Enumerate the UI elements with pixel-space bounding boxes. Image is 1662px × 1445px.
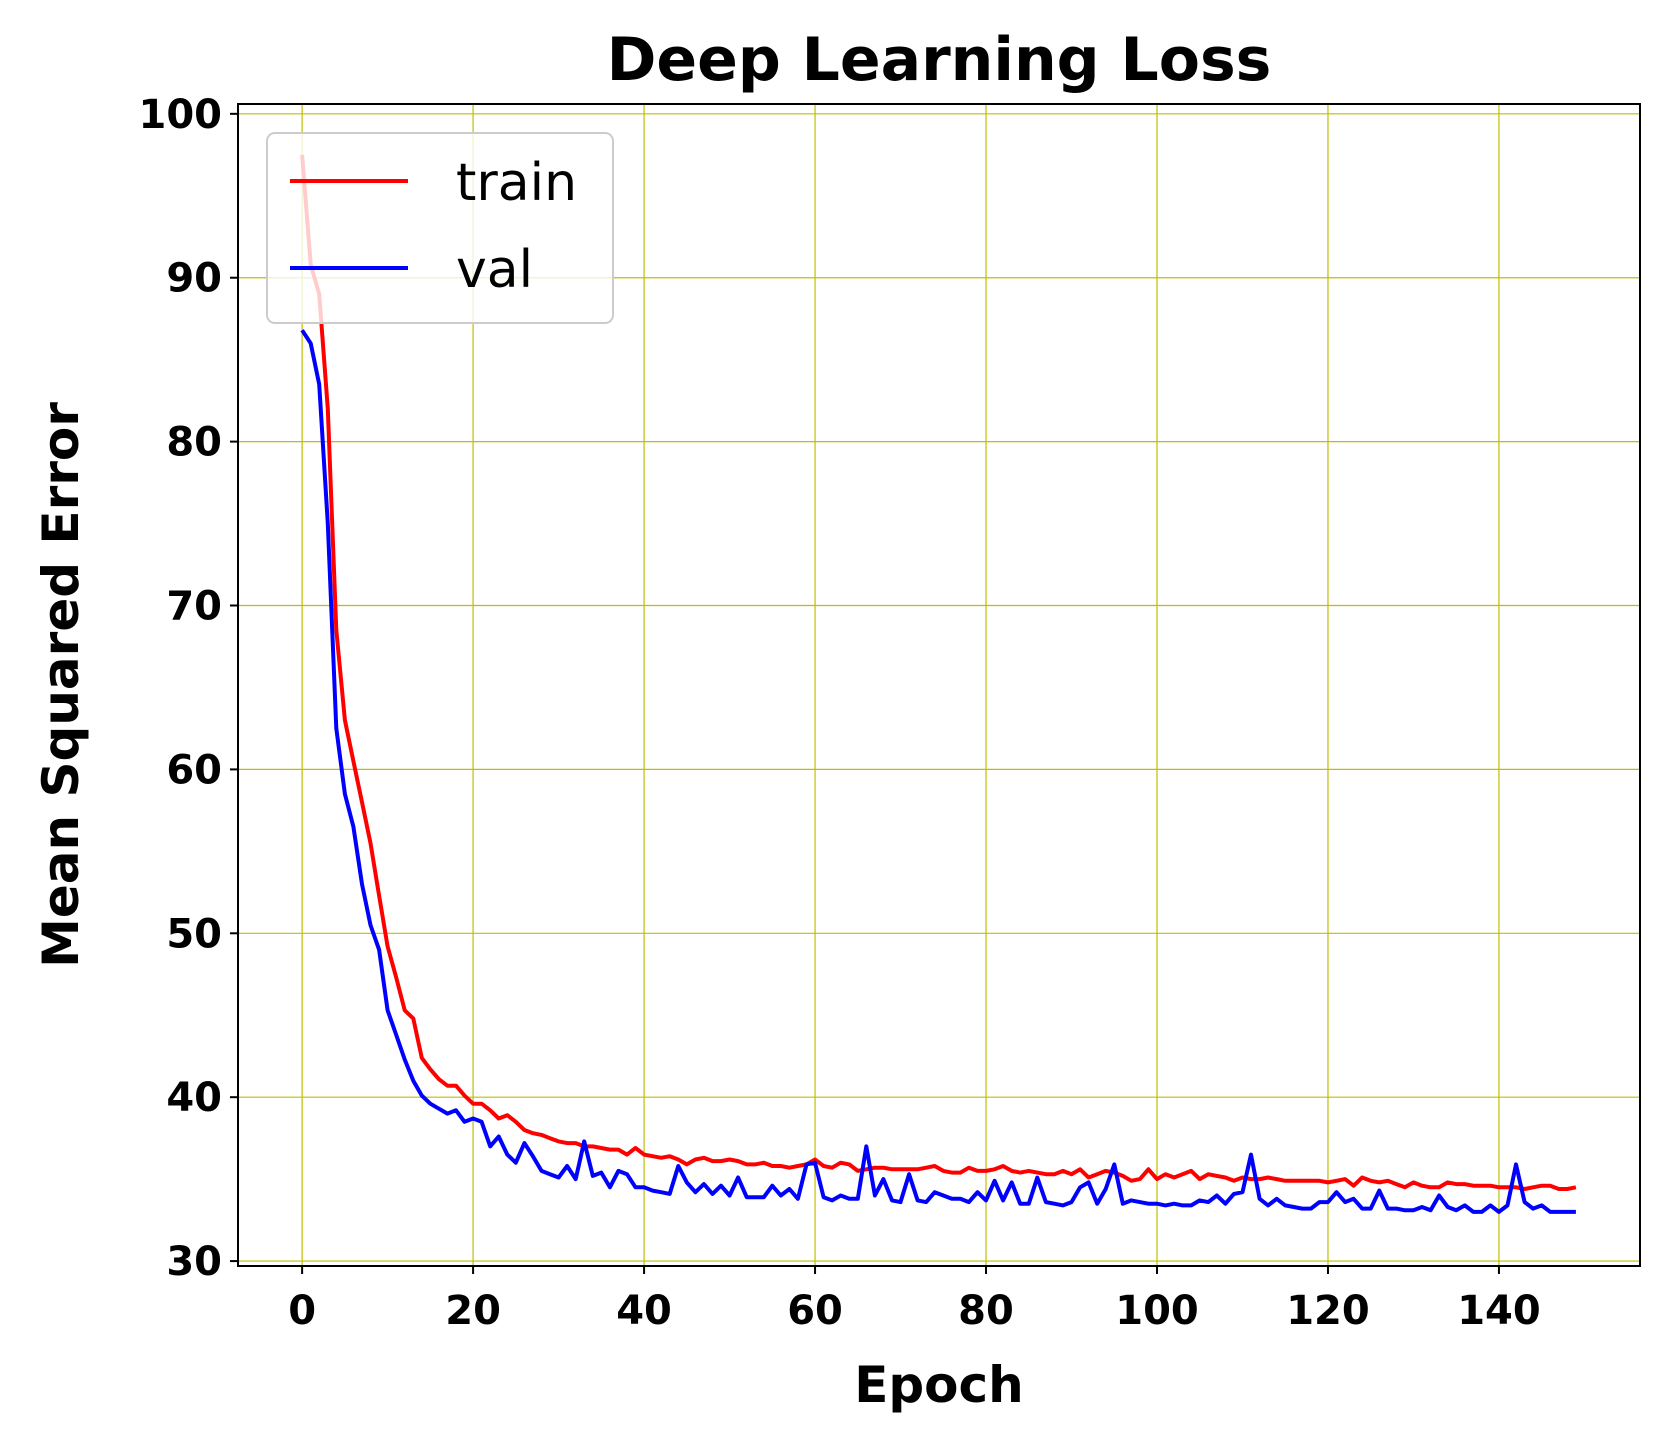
y-tick-label: 50 xyxy=(166,911,222,957)
y-tick-label: 40 xyxy=(166,1075,222,1121)
plot-frame xyxy=(237,103,1641,1267)
y-tick-label: 70 xyxy=(166,584,222,630)
x-tick-label: 140 xyxy=(1457,1288,1541,1334)
legend-label-train: train xyxy=(456,153,577,213)
chart-title: Deep Learning Loss xyxy=(607,25,1272,95)
x-tick-label: 80 xyxy=(958,1288,1014,1334)
series-lines xyxy=(300,154,1577,1214)
y-tick-label: 100 xyxy=(139,92,223,138)
x-tick-label: 60 xyxy=(787,1288,843,1334)
grid xyxy=(238,104,1640,1266)
y-tick-label: 60 xyxy=(166,747,222,793)
x-tick-label: 120 xyxy=(1286,1288,1370,1334)
x-axis-title: Epoch xyxy=(854,1356,1024,1414)
series-line-train xyxy=(300,154,1577,1191)
y-tick-label: 80 xyxy=(166,420,222,466)
series-line-val xyxy=(300,329,1576,1214)
y-tick-label: 90 xyxy=(166,256,222,302)
y-axis-title: Mean Squared Error xyxy=(32,402,90,968)
legend-label-val: val xyxy=(456,240,533,300)
axis-ticks: 0 20 40 60 80 100 120 140 30 40 50 60 70 80 90 100 xyxy=(139,92,1541,1334)
x-tick-label: 100 xyxy=(1115,1288,1199,1334)
x-tick-label: 0 xyxy=(288,1288,316,1334)
y-tick-label: 30 xyxy=(166,1239,222,1285)
x-tick-label: 40 xyxy=(616,1288,672,1334)
legend: train val xyxy=(266,132,614,324)
x-tick-label: 20 xyxy=(445,1288,501,1334)
